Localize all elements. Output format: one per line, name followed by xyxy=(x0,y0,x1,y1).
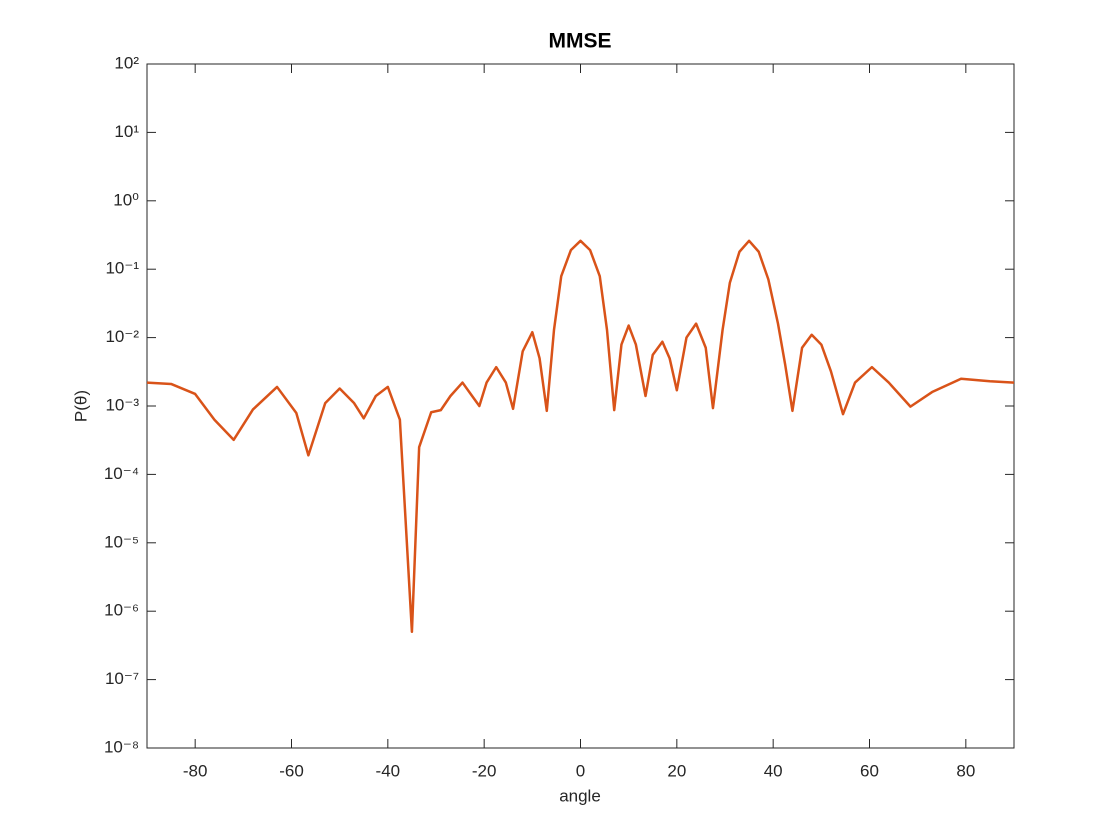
chart-title: MMSE xyxy=(549,30,612,53)
x-tick-label: 80 xyxy=(956,761,975,780)
y-tick-label: 10⁰ xyxy=(113,190,139,209)
x-tick-label: 60 xyxy=(860,761,879,780)
x-tick-label: -80 xyxy=(183,761,208,780)
plot-frame xyxy=(146,63,1015,749)
x-tick-label: 0 xyxy=(576,761,585,780)
y-tick-label: 10⁻⁸ xyxy=(104,737,139,756)
y-tick-label: 10⁻² xyxy=(105,327,139,346)
x-tick-label: 20 xyxy=(667,761,686,780)
x-tick-label: -40 xyxy=(376,761,401,780)
y-tick-label: 10² xyxy=(114,53,139,72)
x-tick-label: 40 xyxy=(764,761,783,780)
y-tick-label: 10¹ xyxy=(114,122,139,141)
y-axis-label: P(θ) xyxy=(71,390,90,422)
x-tick-label: -60 xyxy=(279,761,304,780)
y-tick-label: 10⁻¹ xyxy=(105,259,139,278)
y-tick-label: 10⁻⁶ xyxy=(104,601,139,620)
x-tick-label: -20 xyxy=(472,761,497,780)
y-tick-label: 10⁻⁴ xyxy=(104,464,139,483)
y-tick-label: 10⁻⁷ xyxy=(105,669,139,688)
y-tick-label: 10⁻⁵ xyxy=(104,532,139,551)
y-tick-label: 10⁻³ xyxy=(105,395,139,414)
x-axis-label: angle xyxy=(559,786,601,805)
data-line xyxy=(146,239,1015,634)
